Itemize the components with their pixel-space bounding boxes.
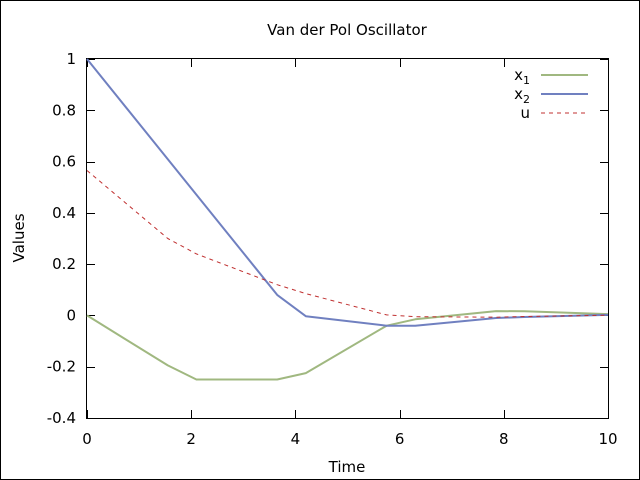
legend-label-subscript: 2 [523,93,530,106]
y-tick-label: 0.4 [52,204,76,222]
plot-frame [86,58,609,419]
y-tick-label: 0.2 [52,255,76,273]
x-tick-label: 8 [499,430,509,448]
series-line-u [86,170,609,318]
y-tick-label: 1 [66,50,76,68]
y-axis-title: Values [10,213,28,262]
y-tick-label: 0 [66,306,76,324]
plot-series [86,58,609,381]
x-tick-label: 0 [82,430,92,448]
y-tick-label: 0.6 [52,153,76,171]
y-tick-label: -0.2 [47,358,76,376]
x-tick-label: 6 [395,430,405,448]
series-line-x2 [86,58,609,327]
x-axis: 0 2 4 6 8 10 [82,59,618,448]
series-line-x1 [86,310,609,381]
y-tick-label: -0.4 [47,409,76,427]
x-tick-label: 10 [598,430,617,448]
chart-title: Van der Pol Oscillator [267,21,427,39]
x-tick-label: 2 [186,430,196,448]
y-tick-label: 0.8 [52,101,76,119]
x-tick-label: 4 [291,430,301,448]
y-axis: -0.4 -0.2 0 0.2 0.4 0.6 0.8 1 [47,50,608,427]
legend-label-subscript: 1 [523,74,530,87]
legend-label: u [520,104,530,122]
x-axis-title: Time [328,458,366,476]
